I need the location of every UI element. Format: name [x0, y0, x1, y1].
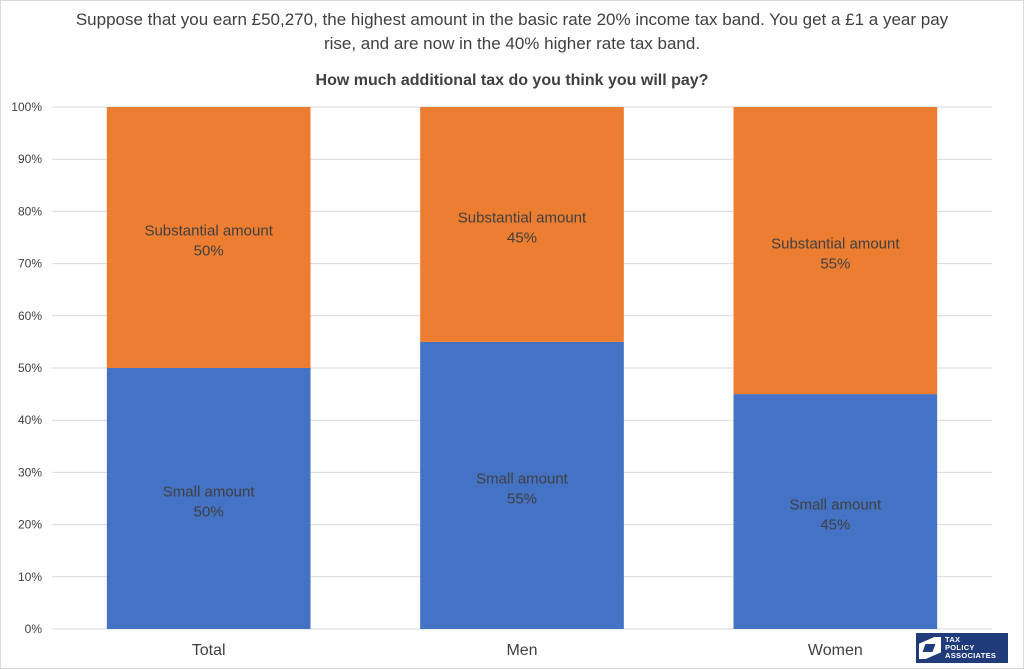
x-tick-label: Men: [506, 642, 537, 659]
data-label-value: 50%: [194, 243, 224, 260]
data-label-value: 50%: [194, 504, 224, 521]
bar-segment: [733, 107, 938, 395]
data-label-name: Small amount: [163, 484, 256, 501]
data-label-value: 55%: [507, 490, 537, 507]
logo-line-2: POLICY: [945, 643, 975, 652]
chart-question: Suppose that you earn £50,270, the highe…: [75, 10, 949, 53]
logo-line-3: ASSOCIATES: [945, 651, 997, 660]
logo-line-1: TAX: [945, 635, 961, 644]
y-tick-label: 90%: [18, 152, 42, 166]
tax-policy-associates-logo: TAX POLICY ASSOCIATES: [916, 633, 1008, 663]
x-tick-label: Total: [192, 642, 226, 659]
data-label-value: 45%: [507, 229, 537, 246]
bar-segment: [420, 107, 624, 342]
data-label-name: Substantial amount: [458, 209, 587, 226]
data-label-value: 45%: [820, 517, 850, 534]
y-tick-label: 100%: [11, 100, 42, 114]
data-label-name: Small amount: [476, 470, 569, 487]
data-label-name: Substantial amount: [144, 223, 273, 240]
data-label-name: Small amount: [789, 497, 882, 514]
data-label-value: 55%: [820, 256, 850, 273]
bar-segment: [106, 107, 311, 368]
data-label-name: Substantial amount: [771, 236, 900, 253]
logo-text: TAX POLICY ASSOCIATES: [945, 636, 1007, 660]
bar-segment: [733, 394, 938, 629]
y-tick-label: 60%: [18, 309, 42, 323]
y-tick-label: 40%: [18, 413, 42, 427]
y-tick-label: 50%: [18, 361, 42, 375]
chart-subtitle: How much additional tax do you think you…: [315, 72, 709, 89]
x-tick-label: Women: [808, 642, 863, 659]
y-tick-label: 10%: [18, 570, 42, 584]
bar-segment: [420, 341, 624, 629]
y-tick-label: 20%: [18, 518, 42, 532]
y-tick-label: 70%: [18, 257, 42, 271]
y-tick-label: 80%: [18, 204, 42, 218]
y-tick-label: 30%: [18, 465, 42, 479]
y-tick-label: 0%: [25, 622, 43, 636]
bar-segment: [106, 368, 311, 629]
